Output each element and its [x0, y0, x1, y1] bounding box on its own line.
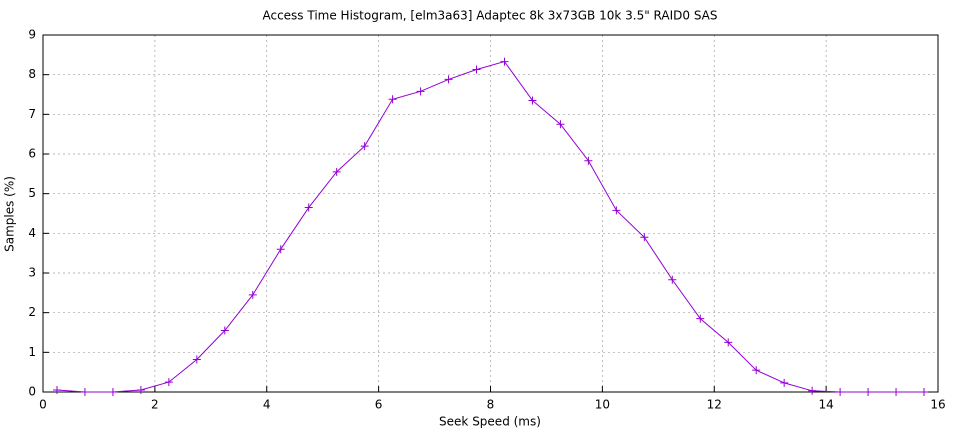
data-point: [332, 167, 341, 176]
data-point: [836, 388, 845, 396]
data-point: [892, 388, 901, 396]
data-line: [56, 60, 925, 393]
data-point: [108, 388, 117, 396]
x-axis-label: Seek Speed (ms): [439, 415, 541, 429]
data-point: [500, 57, 509, 66]
y-tick-label: 5: [28, 186, 36, 200]
data-point: [724, 338, 733, 347]
data-point: [360, 142, 369, 151]
data-point: [864, 388, 873, 396]
y-tick-label: 6: [28, 147, 36, 161]
data-point: [192, 355, 201, 364]
x-tick-label: 4: [263, 398, 271, 412]
data-point: [752, 366, 761, 375]
data-point: [808, 386, 817, 395]
data-point: [584, 156, 593, 165]
data-point: [528, 96, 537, 105]
data-point: [556, 120, 565, 129]
y-axis-label: Samples (%): [3, 176, 17, 252]
y-tick-label: 3: [28, 266, 36, 280]
data-point: [220, 326, 229, 335]
data-point: [612, 206, 621, 215]
data-point: [136, 386, 145, 395]
y-tick-label: 8: [28, 67, 36, 81]
data-point: [920, 388, 929, 396]
data-point: [276, 245, 285, 254]
data-point: [640, 233, 649, 242]
y-tick-label: 7: [28, 107, 36, 121]
data-point: [304, 203, 313, 212]
x-tick-label: 6: [375, 398, 383, 412]
data-point: [444, 75, 453, 84]
x-tick-label: 10: [595, 398, 610, 412]
plot-border: [42, 34, 939, 393]
x-tick-label: 14: [818, 398, 833, 412]
x-tick-label: 2: [151, 398, 159, 412]
x-tick-label: 0: [39, 398, 47, 412]
x-tick-label: 12: [707, 398, 722, 412]
data-point: [80, 388, 89, 396]
data-point: [416, 87, 425, 96]
x-tick-label: 16: [930, 398, 945, 412]
data-point: [780, 378, 789, 387]
data-point: [248, 290, 257, 299]
data-point: [52, 386, 61, 395]
data-point: [668, 275, 677, 284]
chart-title: Access Time Histogram, [elm3a63] Adaptec…: [262, 9, 717, 23]
data-point: [164, 378, 173, 387]
data-point: [696, 314, 705, 323]
x-tick-label: 8: [487, 398, 495, 412]
y-tick-label: 9: [28, 28, 36, 42]
data-point: [388, 95, 397, 104]
y-tick-label: 1: [28, 345, 36, 359]
data-point: [472, 65, 481, 74]
y-tick-label: 2: [28, 305, 36, 319]
y-tick-label: 4: [28, 226, 36, 240]
y-tick-label: 0: [28, 385, 36, 399]
